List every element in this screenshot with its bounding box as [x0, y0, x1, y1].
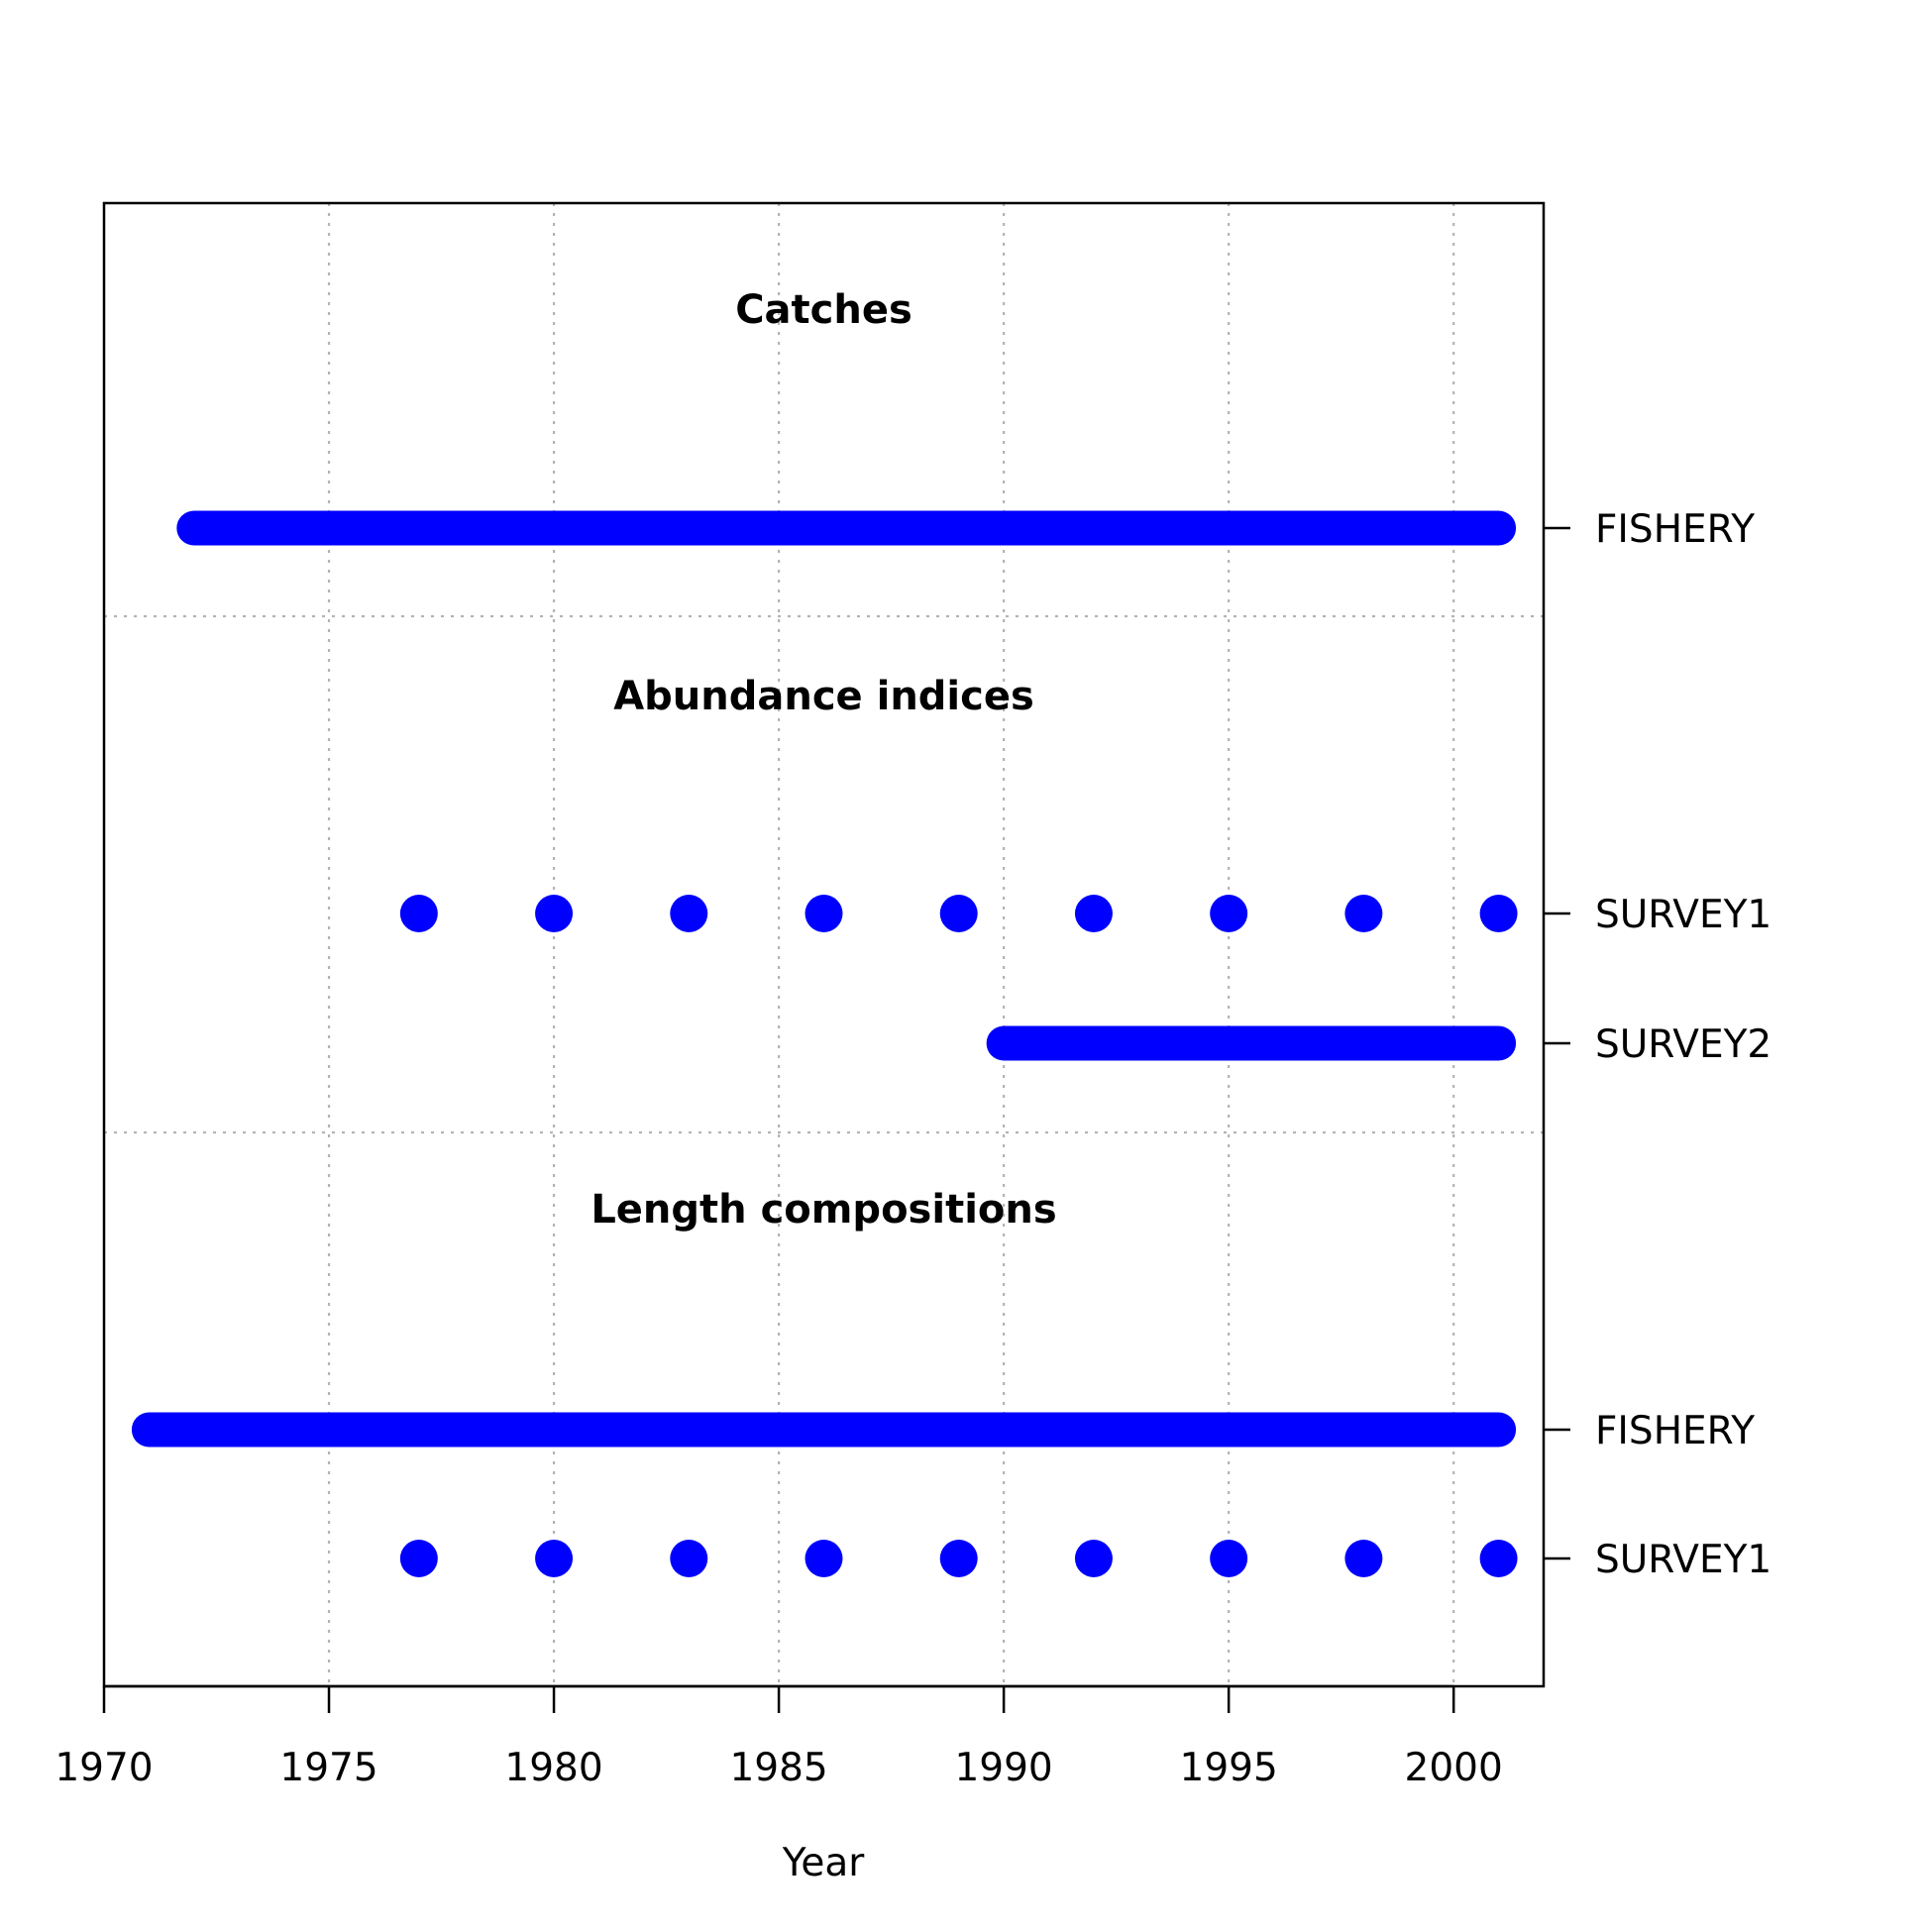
x-tick-label: 1970: [54, 1746, 153, 1790]
row-label: FISHERY: [1595, 1409, 1755, 1453]
data-point: [1479, 1540, 1518, 1577]
grid-lines: [104, 203, 1544, 1686]
data-point: [1210, 1540, 1248, 1577]
data-point: [670, 895, 708, 932]
plot-frame: [102, 201, 1546, 1688]
row-label: SURVEY1: [1595, 893, 1771, 937]
data-point: [805, 1540, 843, 1577]
data-point: [1210, 895, 1248, 932]
x-tick-label: 1975: [279, 1746, 377, 1790]
data-point: [1344, 895, 1383, 932]
data-point: [399, 895, 438, 932]
data-point: [1344, 1540, 1383, 1577]
data-point: [1479, 895, 1518, 932]
section-title: Catches: [735, 287, 912, 333]
data-point: [670, 1540, 708, 1577]
data-point: [535, 895, 574, 932]
x-axis: 1970 1975 1980 1985 1990 1995 2000: [54, 1684, 1503, 1790]
x-tick-label: 1980: [504, 1746, 602, 1790]
x-tick-label: 1985: [729, 1746, 827, 1790]
data-point: [805, 895, 843, 932]
row-label: FISHERY: [1595, 507, 1755, 552]
data-point: [939, 1540, 978, 1577]
data-point: [535, 1540, 574, 1577]
x-axis-label: Year: [782, 1841, 866, 1885]
right-axis: FISHERY SURVEY1 SURVEY2 FISHERY SURVEY1: [1544, 507, 1771, 1582]
section-titles: Catches Abundance indices Length compositi…: [590, 287, 1056, 1233]
section-title: Abundance indices: [613, 674, 1034, 719]
data-marks: [131, 510, 1518, 1577]
x-tick-label: 1995: [1180, 1746, 1278, 1790]
row-label: SURVEY1: [1595, 1538, 1771, 1582]
x-tick-label: 1990: [954, 1746, 1052, 1790]
data-point: [1074, 895, 1113, 932]
data-point: [939, 895, 978, 932]
data-point: [1074, 1540, 1113, 1577]
data-point: [399, 1540, 438, 1577]
row-label: SURVEY2: [1595, 1022, 1771, 1067]
section-title: Length compositions: [590, 1187, 1056, 1233]
x-tick-label: 2000: [1405, 1746, 1503, 1790]
